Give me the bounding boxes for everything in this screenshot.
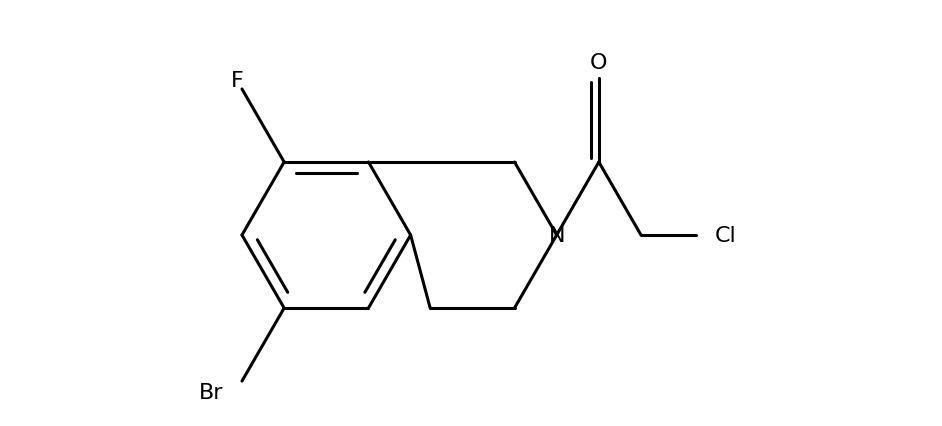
Text: N: N — [548, 225, 565, 245]
Text: O: O — [590, 53, 608, 73]
Text: F: F — [231, 71, 243, 91]
Text: Cl: Cl — [715, 225, 737, 245]
Text: Br: Br — [199, 382, 223, 402]
